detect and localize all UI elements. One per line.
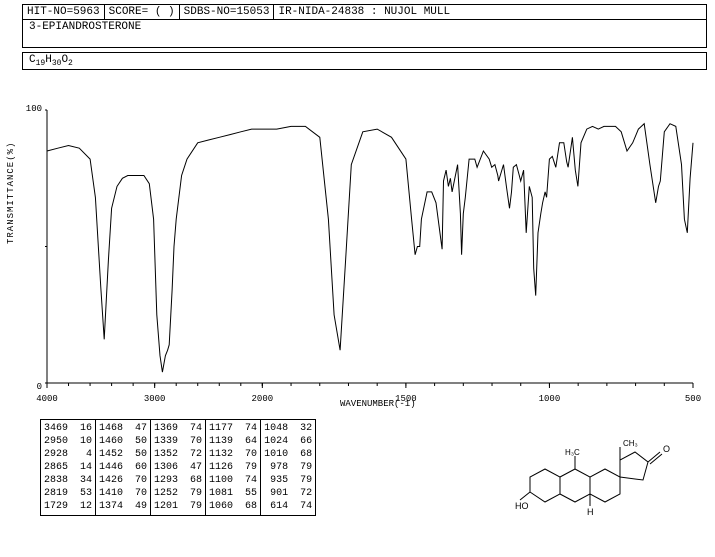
x-tick-2000: 2000 [247, 394, 277, 404]
header-row: HIT-NO=5963 SCORE= ( ) SDBS-NO=15053 IR-… [22, 4, 707, 20]
score: SCORE= ( ) [105, 5, 180, 19]
peak-row: 1139 64 [209, 435, 257, 448]
peak-row: 1729 12 [44, 500, 92, 513]
peak-table: 3469 162950 102928 42865 142838 342819 5… [40, 419, 316, 516]
peak-row: 1369 74 [154, 422, 202, 435]
peak-row: 1460 50 [99, 435, 147, 448]
peak-row: 1201 79 [154, 500, 202, 513]
peak-row: 1060 68 [209, 500, 257, 513]
x-tick-4000: 4000 [32, 394, 62, 404]
peak-row: 2950 10 [44, 435, 92, 448]
x-tick-500: 500 [678, 394, 708, 404]
peak-row: 1132 70 [209, 448, 257, 461]
peak-row: 2838 34 [44, 474, 92, 487]
y-tick-0: 0 [22, 382, 42, 392]
spectrum-svg [45, 106, 695, 391]
peak-row: 901 72 [264, 487, 312, 500]
peak-column: 1177 741139 641132 701126 791100 741081 … [206, 420, 261, 515]
peak-row: 1252 79 [154, 487, 202, 500]
peak-row: 1293 68 [154, 474, 202, 487]
ir-info: IR-NIDA-24838 : NUJOL MULL [274, 5, 706, 19]
peak-row: 2819 53 [44, 487, 92, 500]
peak-row: 1100 74 [209, 474, 257, 487]
peak-row: 2865 14 [44, 461, 92, 474]
y-tick-100: 100 [22, 104, 42, 114]
molecular-formula: C19H30O2 [22, 52, 707, 70]
peak-row: 3469 16 [44, 422, 92, 435]
peak-row: 1374 49 [99, 500, 147, 513]
peak-column: 1048 321024 661010 68 978 79 935 79 901 … [261, 420, 315, 515]
peak-row: 1452 50 [99, 448, 147, 461]
peak-row: 1306 47 [154, 461, 202, 474]
sdbs-no: SDBS-NO=15053 [180, 5, 275, 19]
x-tick-1000: 1000 [534, 394, 564, 404]
x-tick-1500: 1500 [391, 394, 421, 404]
hit-no: HIT-NO=5963 [23, 5, 105, 19]
peak-column: 3469 162950 102928 42865 142838 342819 5… [41, 420, 96, 515]
y-axis-label: TRANSMITTANCE(%) [6, 142, 16, 244]
peak-row: 1352 72 [154, 448, 202, 461]
compound-name: 3-EPIANDROSTERONE [22, 20, 707, 48]
peak-row: 1410 70 [99, 487, 147, 500]
peak-row: 1426 70 [99, 474, 147, 487]
peak-row: 1126 79 [209, 461, 257, 474]
peak-row: 1081 55 [209, 487, 257, 500]
peak-column: 1468 471460 501452 501446 601426 701410 … [96, 420, 151, 515]
peak-row: 1048 32 [264, 422, 312, 435]
peak-column: 1369 741339 701352 721306 471293 681252 … [151, 420, 206, 515]
peak-row: 1177 74 [209, 422, 257, 435]
peak-row: 1468 47 [99, 422, 147, 435]
molecule-ch3b-label: CH₃ [623, 439, 638, 448]
peak-row: 1339 70 [154, 435, 202, 448]
peak-row: 2928 4 [44, 448, 92, 461]
ir-spectrum-chart [45, 106, 695, 391]
peak-row: 614 74 [264, 500, 312, 513]
molecule-structure: HO O H H₃C CH₃ [515, 422, 685, 517]
molecule-o-label: O [663, 444, 670, 454]
peak-row: 1446 60 [99, 461, 147, 474]
molecule-h-label: H [587, 507, 594, 517]
peak-row: 935 79 [264, 474, 312, 487]
peak-row: 1010 68 [264, 448, 312, 461]
x-tick-3000: 3000 [140, 394, 170, 404]
molecule-ho-label: HO [515, 501, 529, 511]
molecule-ch3a-label: H₃C [565, 448, 580, 457]
peak-row: 1024 66 [264, 435, 312, 448]
peak-row: 978 79 [264, 461, 312, 474]
